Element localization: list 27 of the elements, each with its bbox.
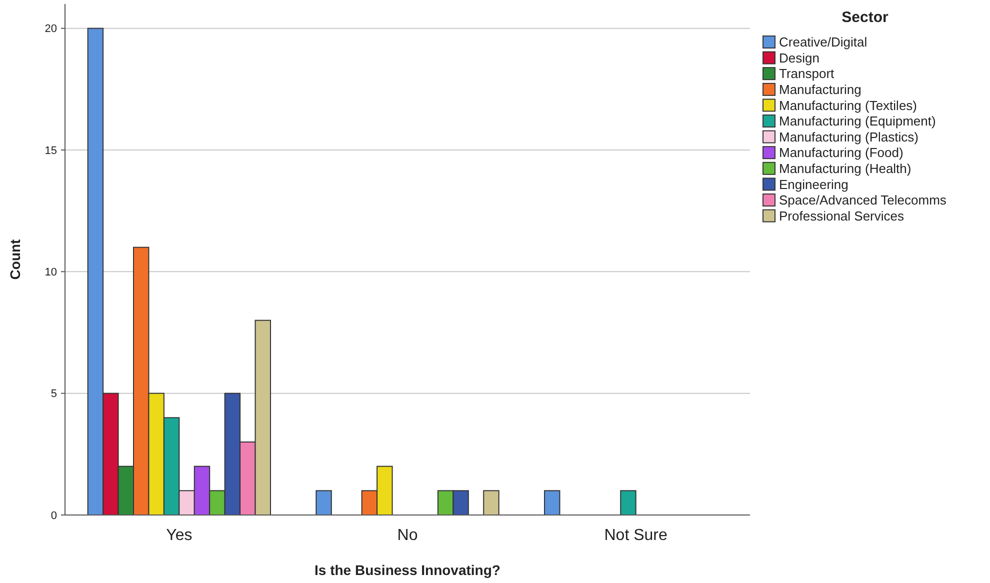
legend-title: Sector <box>842 9 889 26</box>
x-axis-title: Is the Business Innovating? <box>314 562 500 578</box>
y-tick-label: 15 <box>44 144 57 157</box>
legend-label: Transport <box>779 66 835 82</box>
legend-label: Manufacturing (Plastics) <box>779 129 918 144</box>
legend-label: Design <box>779 50 820 66</box>
x-tick-label: Yes <box>166 527 192 544</box>
y-tick-label: 10 <box>44 266 57 279</box>
y-axis-title: Count <box>7 238 23 280</box>
x-tick-label: No <box>397 527 418 544</box>
legend-label: Creative/Digital <box>779 34 868 50</box>
bar <box>316 490 332 516</box>
bar <box>483 490 500 516</box>
y-tick-label: 0 <box>50 510 57 522</box>
y-tick-label: 5 <box>50 388 57 400</box>
legend-label: Manufacturing (Textiles) <box>779 98 917 113</box>
legend-label: Engineering <box>779 176 848 192</box>
bar <box>544 490 560 516</box>
legend-label: Manufacturing (Equipment) <box>779 114 936 129</box>
legend-label: Professional Services <box>779 208 904 224</box>
bar <box>620 490 636 516</box>
legend-label: Manufacturing (Food) <box>779 145 904 160</box>
legend-label: Manufacturing (Health) <box>779 160 912 176</box>
legend-label: Manufacturing <box>779 82 862 97</box>
y-tick-label: 20 <box>44 23 57 36</box>
legend-label: Space/Advanced Telecomms <box>779 192 947 208</box>
x-tick-label: Not Sure <box>604 527 668 544</box>
